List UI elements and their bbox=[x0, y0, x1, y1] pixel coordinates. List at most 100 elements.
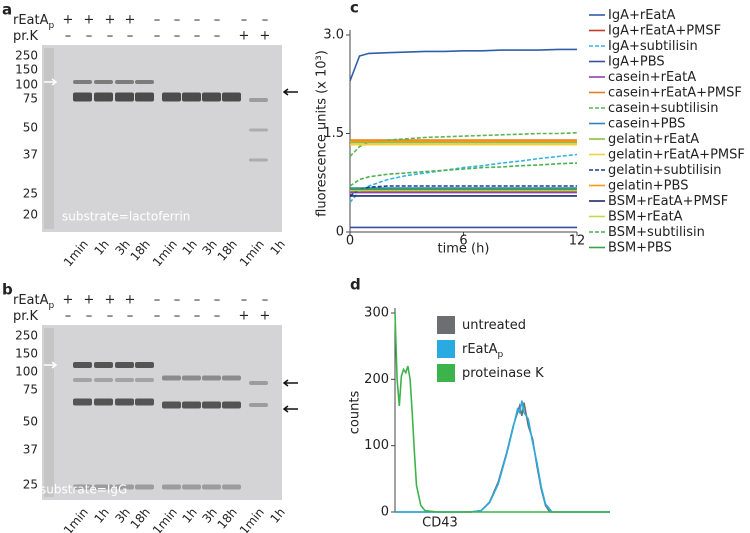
gel-band bbox=[94, 80, 113, 84]
legend-label: IgA+PBS bbox=[608, 54, 665, 69]
lane-sign: – bbox=[154, 13, 161, 28]
legend-label: IgA+rEatA bbox=[608, 8, 675, 23]
legend-swatch bbox=[437, 340, 455, 358]
x-tick-label: 0 bbox=[346, 234, 354, 249]
y-axis-label: counts bbox=[348, 391, 363, 435]
lane-sign: + bbox=[260, 29, 271, 44]
lane-label: 1h bbox=[91, 237, 112, 258]
marker-label: 37 bbox=[23, 443, 38, 457]
legend-label: proteinase K bbox=[462, 366, 544, 381]
legend-name: gelatin+subtilisin bbox=[608, 163, 722, 178]
gel-band bbox=[135, 80, 154, 84]
gel-band bbox=[249, 158, 268, 162]
y-tick-label: 0 bbox=[336, 225, 344, 240]
gel-band bbox=[73, 80, 92, 84]
lane-sign: + bbox=[125, 293, 136, 308]
gel-band bbox=[162, 92, 181, 102]
lane-sign: + bbox=[239, 29, 250, 44]
marker-label: 25 bbox=[23, 478, 38, 492]
series-line bbox=[395, 402, 610, 513]
lane-sign: – bbox=[174, 13, 181, 28]
arrow bbox=[44, 361, 58, 369]
legend-name: BSM+rEatA+PMSF bbox=[608, 194, 728, 209]
arrow bbox=[44, 78, 58, 86]
lane-sign: – bbox=[214, 293, 221, 308]
marker-label: 50 bbox=[23, 121, 38, 135]
lane-label: 1min bbox=[237, 237, 267, 269]
lane-sign: – bbox=[241, 293, 248, 308]
legend-label: rEatAp bbox=[462, 342, 504, 360]
marker-label: 250 bbox=[15, 329, 38, 343]
marker-label: 37 bbox=[23, 148, 38, 162]
legend-name: casein+rEatA bbox=[608, 70, 696, 85]
gel bbox=[42, 45, 282, 232]
row-name: pr.K bbox=[13, 29, 39, 44]
legend-label: casein+rEatA+PMSF bbox=[608, 85, 742, 100]
legend-label: BSM+PBS bbox=[608, 240, 672, 255]
lane-sign: + bbox=[105, 293, 116, 308]
gel-band bbox=[249, 403, 268, 407]
gel-band bbox=[94, 398, 113, 406]
series-line bbox=[394, 312, 610, 513]
series-line bbox=[349, 185, 577, 197]
row-name-sub: p bbox=[49, 301, 55, 311]
y-tick-label: 3.0 bbox=[323, 28, 344, 43]
gel-band bbox=[222, 401, 241, 409]
gel-band bbox=[182, 375, 201, 381]
y-tick-label: 100 bbox=[364, 438, 389, 453]
series-line bbox=[349, 153, 578, 203]
arrow bbox=[282, 379, 298, 387]
gel-band bbox=[73, 378, 92, 382]
legend-name: IgA+rEatA+PMSF bbox=[608, 23, 721, 38]
lane-label: 1min bbox=[150, 237, 180, 269]
legend-name: IgA+rEatA bbox=[608, 8, 675, 23]
lane-sign: – bbox=[86, 309, 93, 324]
marker-label: 50 bbox=[23, 415, 38, 429]
lane-sign: – bbox=[86, 29, 93, 44]
lane-sign: – bbox=[154, 293, 161, 308]
legend-swatch bbox=[437, 364, 455, 382]
gel-band bbox=[135, 378, 154, 382]
row-name: pr.K bbox=[13, 309, 39, 324]
arrow bbox=[282, 88, 298, 96]
lane-sign: + bbox=[63, 13, 74, 28]
legend-name: casein+PBS bbox=[608, 116, 685, 131]
lane-sign: + bbox=[125, 13, 136, 28]
gel-band bbox=[182, 484, 201, 490]
legend-name: BSM+subtilisin bbox=[608, 225, 705, 240]
lane-sign: – bbox=[127, 29, 134, 44]
gel-band bbox=[135, 484, 154, 490]
gel-band bbox=[115, 378, 134, 382]
gel-band bbox=[94, 484, 113, 490]
series-line bbox=[349, 48, 577, 82]
y-axis-label: fluorescence units (x 10³) bbox=[315, 50, 330, 217]
lane-sign: – bbox=[194, 309, 201, 324]
marker-label: 100 bbox=[15, 365, 38, 379]
gel-band bbox=[135, 92, 154, 102]
gel-band bbox=[249, 98, 268, 102]
lane-sign: – bbox=[154, 29, 161, 44]
gel-band bbox=[115, 362, 134, 368]
lane-sign: – bbox=[174, 29, 181, 44]
lane-sign: – bbox=[214, 29, 221, 44]
row-label: pr.K bbox=[13, 29, 39, 44]
series-line bbox=[395, 400, 610, 513]
y-tick-label: 0 bbox=[381, 505, 389, 520]
lane-sign: + bbox=[239, 309, 250, 324]
row-label: rEatAp bbox=[13, 13, 55, 31]
lane-sign: + bbox=[84, 293, 95, 308]
legend-label: BSM+subtilisin bbox=[608, 225, 705, 240]
gel-band bbox=[202, 484, 221, 490]
lane-sign: – bbox=[174, 293, 181, 308]
legend-name: gelatin+rEatA+PMSF bbox=[608, 147, 745, 162]
lane-label: 1min bbox=[237, 505, 267, 533]
legend-label: casein+subtilisin bbox=[608, 101, 718, 116]
legend-label: BSM+rEatA bbox=[608, 209, 683, 224]
gel-band bbox=[249, 128, 268, 132]
legend-label: gelatin+subtilisin bbox=[608, 163, 722, 178]
gel-band bbox=[94, 378, 113, 382]
legend-name: casein+rEatA+PMSF bbox=[608, 85, 742, 100]
lane-sign: – bbox=[107, 309, 114, 324]
row-label: rEatAp bbox=[13, 293, 55, 311]
